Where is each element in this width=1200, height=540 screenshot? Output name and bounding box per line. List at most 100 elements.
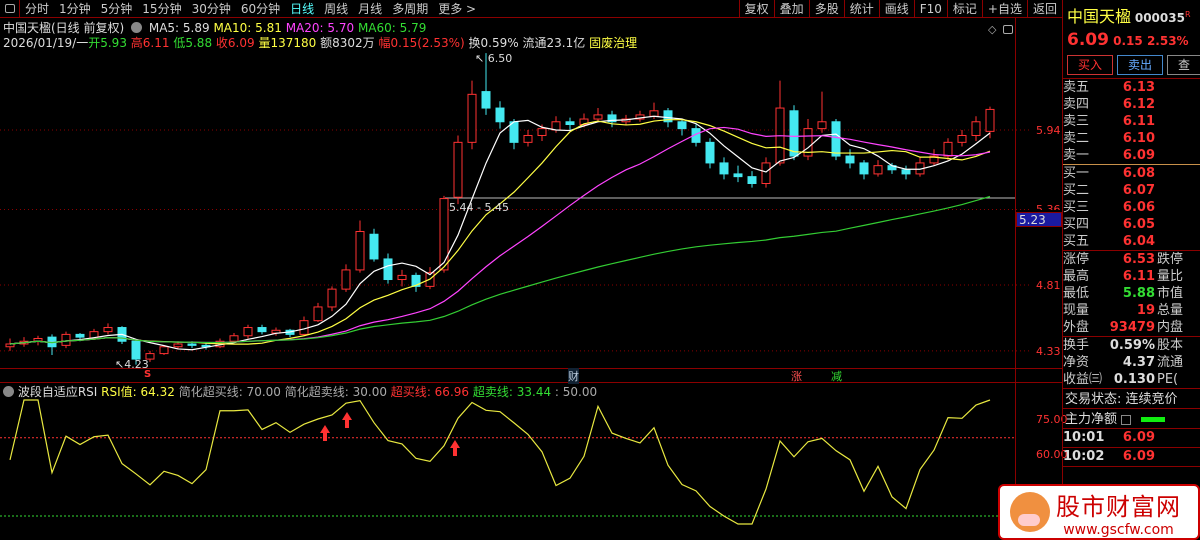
simple-oversold: 简化超卖线: 30.00 <box>284 385 387 399</box>
change-label: 幅 <box>378 36 391 50</box>
candle <box>341 269 351 290</box>
ma60-value: MA60: 5.79 <box>357 21 427 35</box>
candle <box>607 114 617 123</box>
row-label: 卖四 <box>1063 97 1090 112</box>
tick-row: 10:02 6.09 <box>1063 448 1200 467</box>
candle <box>817 121 827 130</box>
candle <box>831 121 841 157</box>
stats-block: 涨停 6.53 跌停 最高 6.11 量比 最低 5.88 市值 现量 19 总量 外盘 93479 内盘 <box>1063 250 1200 336</box>
candle <box>845 155 855 164</box>
amount-value: 额8302万 <box>320 36 375 50</box>
candle <box>187 343 197 346</box>
open-value: 5.93 <box>100 36 127 50</box>
price-change-pct: 2.53% <box>1146 34 1189 48</box>
row-value: 6.06 <box>1122 200 1155 215</box>
toolbar-button[interactable]: 返回 <box>1026 0 1062 18</box>
sector-link[interactable]: 固废治理 <box>589 36 638 50</box>
stock-code: 000035 <box>1134 11 1185 25</box>
buy-button[interactable]: 买入 <box>1067 55 1114 75</box>
quote-panel: 中国天楹 000035R 6.09 0.15 2.53% 买入 卖出 查 卖五 6… <box>1062 0 1200 540</box>
overbought-value: : 66.96 <box>426 385 470 399</box>
indicator-settings-icon[interactable] <box>3 386 14 397</box>
candle <box>691 128 701 143</box>
candle <box>453 141 463 198</box>
toolbar-button[interactable]: +自选 <box>981 0 1027 18</box>
row-value: 6.13 <box>1122 80 1155 95</box>
toolbar-button[interactable]: 叠加 <box>773 0 809 18</box>
candle <box>509 121 519 143</box>
volume-label: 量 <box>258 36 271 50</box>
toolbar-button[interactable]: 标记 <box>946 0 982 18</box>
close-value: 6.09 <box>227 36 255 50</box>
period-tab[interactable]: 周线 <box>324 2 349 16</box>
candle <box>537 128 547 136</box>
axis-label: 4.81 <box>1036 279 1061 292</box>
quote-row: 买三 6.06 <box>1063 199 1200 216</box>
ma10-line <box>9 119 991 345</box>
ma10-value: MA10: 5.81 <box>213 21 282 35</box>
tick-price: 6.09 <box>1122 449 1155 464</box>
row-value: 6.07 <box>1122 183 1155 198</box>
sell-button[interactable]: 卖出 <box>1117 55 1164 75</box>
row-label: 最高 <box>1063 269 1090 284</box>
row-label-2: 量比 <box>1157 269 1184 284</box>
indicator-name[interactable]: 波段自适应RSI <box>17 385 98 399</box>
candle <box>355 231 365 271</box>
period-tab[interactable]: 更多 > <box>438 2 477 16</box>
close-label: 收 <box>215 36 228 50</box>
quote-row: 卖五 6.13 <box>1063 79 1200 96</box>
ask-book: 卖五 6.13 卖四 6.12 卖三 6.11 卖二 6.10 卖一 6.09 <box>1063 78 1200 164</box>
period-tab[interactable]: 1分钟 <box>59 2 91 16</box>
row-label: 卖三 <box>1063 114 1090 129</box>
row-value: 6.08 <box>1122 166 1155 181</box>
candle <box>593 114 603 120</box>
tick-time: 10:02 <box>1063 449 1105 464</box>
quote-row: 现量 19 总量 <box>1063 302 1200 319</box>
toolbar-button[interactable]: 多股 <box>808 0 844 18</box>
bid-book: 买一 6.08 买二 6.07 买三 6.06 买四 6.05 买五 6.04 <box>1063 164 1200 250</box>
panel-toggle-icon[interactable] <box>1003 25 1013 34</box>
candle <box>173 343 183 348</box>
toolbar-button[interactable]: 复权 <box>738 0 774 18</box>
period-tab[interactable]: 分时 <box>25 2 50 16</box>
period-tab[interactable]: 5分钟 <box>100 2 133 16</box>
candle <box>929 155 939 164</box>
query-button[interactable]: 查 <box>1167 55 1200 75</box>
event-rise[interactable]: 涨 <box>791 370 802 383</box>
menu-icon[interactable] <box>1121 415 1132 425</box>
candle <box>803 128 813 157</box>
sidebar-toggle-button[interactable] <box>0 0 20 18</box>
period-tab[interactable]: 日线 <box>290 2 315 16</box>
oversold-value: : 33.44 <box>508 385 552 399</box>
row-value: 6.53 <box>1122 252 1155 267</box>
row-label-2: 内盘 <box>1157 320 1184 335</box>
kline-chart[interactable] <box>0 0 1062 540</box>
event-reduce[interactable]: 减 <box>831 370 842 383</box>
toolbar-button[interactable]: 统计 <box>843 0 879 18</box>
rsi-line <box>9 399 991 525</box>
row-label: 涨停 <box>1063 252 1090 267</box>
quote-row: 最高 6.11 量比 <box>1063 268 1200 285</box>
candle <box>957 134 967 143</box>
low-value: 5.88 <box>185 36 213 50</box>
quote-row: 买五 6.04 <box>1063 233 1200 250</box>
settings-icon[interactable] <box>131 22 143 33</box>
diamond-icon[interactable]: ◇ <box>988 23 997 36</box>
candle <box>551 121 561 131</box>
candle <box>565 121 575 126</box>
toolbar-button[interactable]: 画线 <box>878 0 914 18</box>
period-tab[interactable]: 30分钟 <box>191 2 231 16</box>
period-tab[interactable]: 15分钟 <box>142 2 182 16</box>
chart-title: 中国天楹(日线 前复权) <box>3 21 125 35</box>
row-label: 最低 <box>1063 286 1090 301</box>
toolbar-button[interactable]: F10 <box>913 0 947 18</box>
period-tab[interactable]: 多周期 <box>392 2 429 16</box>
candle <box>943 141 953 157</box>
candle <box>733 173 743 178</box>
row-label-2: PE( <box>1157 372 1179 387</box>
quote-row: 卖一 6.09 <box>1063 147 1200 164</box>
event-finance[interactable]: 财 <box>568 368 579 384</box>
period-tab[interactable]: 月线 <box>358 2 383 16</box>
period-tab[interactable]: 60分钟 <box>240 2 281 16</box>
price-change: 0.15 <box>1113 34 1143 48</box>
